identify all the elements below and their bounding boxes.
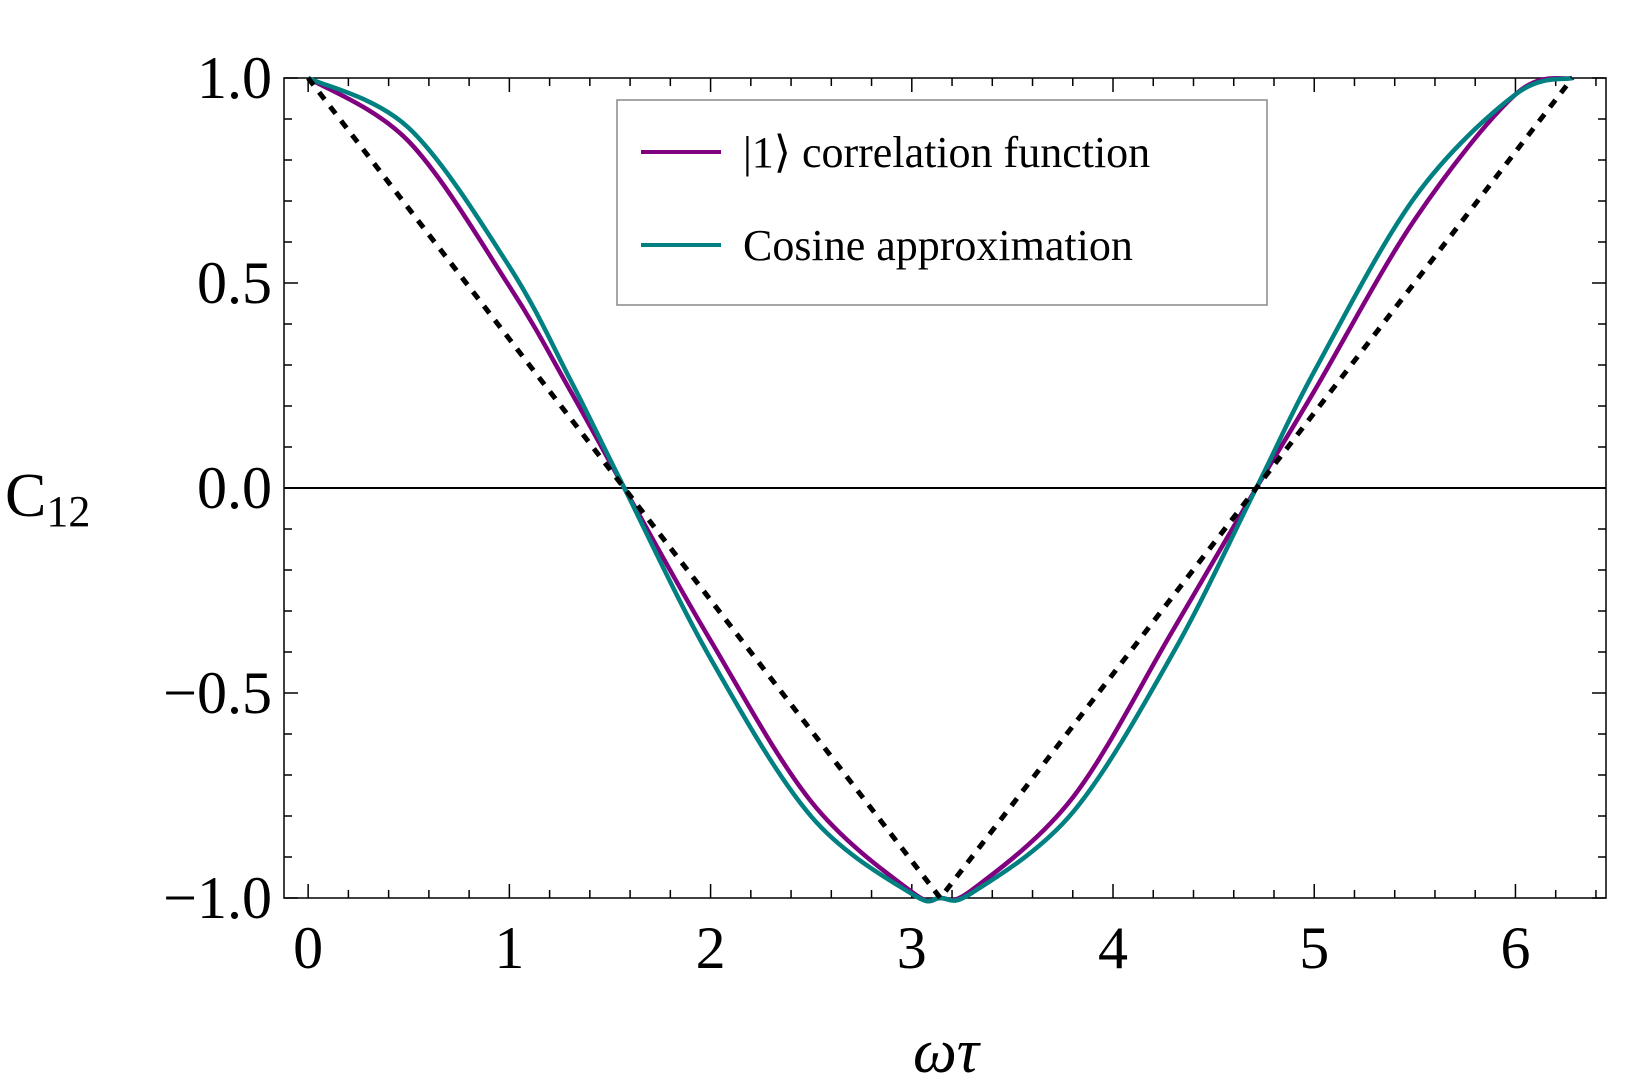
y-tick-label: −0.5 (163, 660, 272, 726)
y-tick-label: 0.0 (197, 455, 272, 521)
series-line-dotted-triangle (306, 76, 1575, 903)
legend-label-correlation: |1⟩ correlation function (743, 128, 1150, 177)
y-tick-label: −1.0 (163, 865, 272, 931)
x-tick-label: 0 (293, 915, 323, 981)
y-tick-label: 0.5 (197, 250, 272, 316)
series-line-cosine (307, 75, 1574, 904)
x-tick-label: 5 (1299, 915, 1329, 981)
x-tick-label: 4 (1098, 915, 1128, 981)
x-axis-title: ωτ (913, 1018, 982, 1086)
axis-titles: ωτ C12 (5, 462, 982, 1086)
x-tick-label: 1 (494, 915, 524, 981)
x-tick-label: 2 (696, 915, 726, 981)
legend: |1⟩ correlation function Cosine approxim… (616, 99, 1268, 306)
y-tick-label: 1.0 (197, 45, 272, 111)
y-axis-title: C12 (5, 462, 90, 536)
x-tick-label: 3 (897, 915, 927, 981)
plot-area (306, 75, 1575, 904)
legend-label-cosine: Cosine approximation (743, 221, 1133, 270)
y-axis-title-subscript: 12 (46, 487, 90, 536)
x-tick-label: 6 (1500, 915, 1530, 981)
axes: 0 1 2 3 4 5 6 1.0 0.5 0.0 −0.5 −1.0 (163, 45, 1607, 981)
y-axis-title-main: C (5, 462, 46, 530)
legend-box (616, 99, 1268, 306)
